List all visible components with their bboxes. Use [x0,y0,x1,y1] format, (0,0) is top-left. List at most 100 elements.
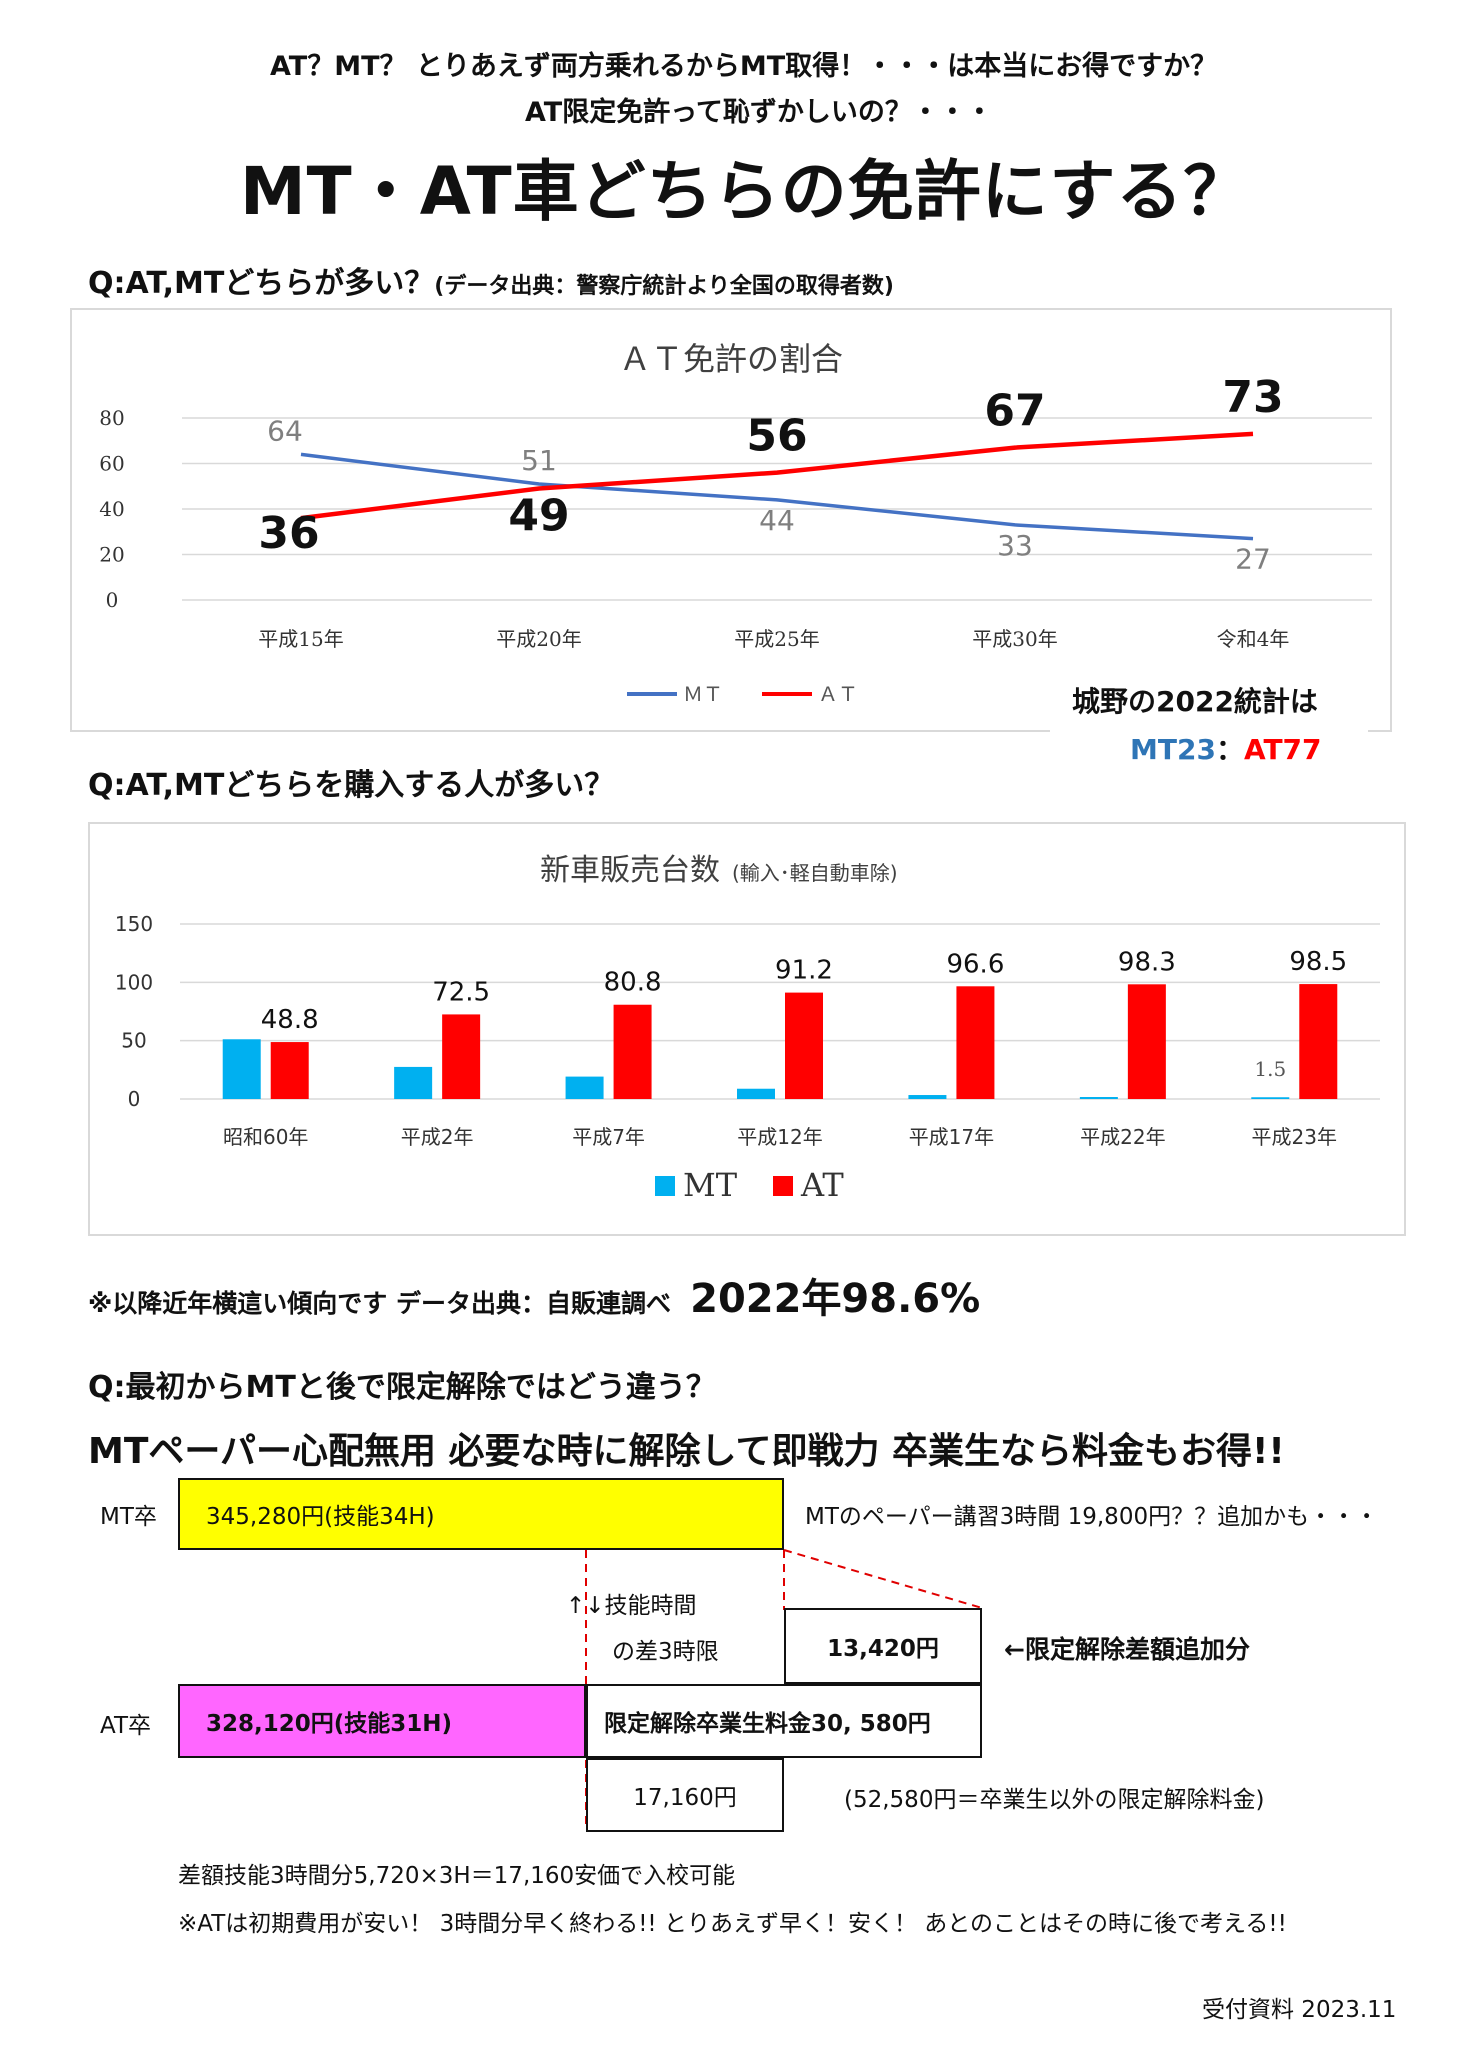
chart-1-at-data-label: 49 [508,491,569,542]
chart-2-x-tick: 平成17年 [909,1125,994,1149]
chart-2-bar-at [785,992,823,1099]
diff-amount-note: ←限定解除差額追加分 [1004,1635,1250,1664]
chart-2-bar-mt [1079,1097,1118,1099]
chart-2-x-tick: 平成22年 [1080,1125,1165,1149]
release-fee: 限定解除卒業生料金30, 580円 [604,1711,931,1737]
chart-2-legend-swatch [773,1176,793,1196]
chart-1-y-tick: 0 [106,588,119,612]
chart-2-x-tick: 平成12年 [737,1125,822,1149]
chart-2-at-data-label: 80.8 [604,968,662,998]
question-1-text: Q:AT,MTどちらが多い？ [88,266,435,301]
page-title: MT・AT車どちらの免許にする？ [240,153,1251,230]
chart-2-panel: 新車販売台数 (輸入･軽自動車除) 0 50 100 150 48.8 昭和60年 72.5 平成… [88,822,1406,1236]
q3-headline: MTペーパー心配無用 必要な時に解除して即戦力 卒業生なら料金もお得!! [88,1431,1285,1472]
chart-2-legend-swatch [655,1176,675,1196]
chart-1-y-tick: 60 [99,452,124,476]
joyo-stat-label: 城野の2022統計は [1072,685,1318,718]
chart-2-bar-mt [394,1066,433,1099]
question-3: Q:最初からMTと後で限定解除ではどう違う？ [88,1370,716,1405]
chart-2-at-data-label: 72.5 [432,977,490,1007]
diff-amount-box: 13,420円 [784,1608,982,1684]
at-graduate-label: AT卒 [100,1713,151,1739]
question-2: Q:AT,MTどちらを購入する人が多い？ [88,768,615,803]
at-price: 328,120円(技能31H) [206,1711,453,1737]
chart-1-at-data-label: 67 [984,386,1045,437]
chart-1-x-tick: 平成25年 [734,627,819,651]
release-fee-box: 限定解除卒業生料金30, 580円 [586,1684,982,1758]
chart-2-bar-at [1299,984,1338,1099]
chart-2-bar-mt [1251,1097,1290,1099]
header-line-2: AT限定免許って恥ずかしいの？・・・ [525,97,993,128]
chart-1-mt-data-label: 27 [1235,543,1271,576]
chart-2-at-data-label: 48.8 [261,1005,319,1035]
chart-2-title: 新車販売台数 [540,853,720,888]
chart-2-svg: 新車販売台数 (輸入･軽自動車除) 0 50 100 150 48.8 昭和60年 72.5 平成… [115,853,1380,1204]
mt-price-box: 345,280円(技能34H) [178,1478,784,1550]
chart-2-title-note: (輸入･軽自動車除) [732,861,898,885]
non-graduate-fee-note: (52,580円＝卒業生以外の限定解除料金) [844,1787,1265,1813]
chart-1-title: ＡＴ免許の割合 [619,340,843,378]
chart-2-mt-data-label: 1.5 [1254,1057,1286,1081]
chart-2-bar-at [613,1004,652,1099]
joyo-stat-mt: MT23 [1130,733,1216,766]
chart-1-y-tick: 80 [99,406,124,430]
saving-amount: 17,160円 [633,1785,737,1811]
diff-amount: 13,420円 [827,1636,939,1662]
chart-2-bar-mt [737,1088,775,1099]
chart-2-y-tick: 0 [128,1087,141,1111]
chart-1-at-data-label: 56 [746,411,807,462]
joyo-stat-at: AT77 [1243,733,1322,766]
chart-2-x-tick: 昭和60年 [223,1125,308,1149]
chart-1-legend-label: ＡＴ [818,682,858,706]
chart-1-at-data-label: 36 [258,508,319,559]
chart-2-at-data-label: 98.3 [1118,947,1176,977]
chart-2-legend-label: MT [683,1166,738,1204]
chart-2-bar-at [270,1042,309,1099]
mt-graduate-label: MT卒 [100,1504,157,1530]
chart-2-bar-mt [565,1076,604,1099]
chart-1-panel: ＡＴ免許の割合 0 20 40 60 80 平成15年 平成20年 平成25年 平成30年 令和4年… [70,308,1392,732]
chart-2-at-data-label: 98.5 [1289,947,1347,977]
chart-1-x-tick: 平成20年 [496,627,581,651]
chart-2-bar-at [956,986,995,1099]
joyo-stat-values: MT23：AT77 [1130,728,1322,768]
chart-1-y-tick: 20 [99,543,124,567]
chart-2-x-tick: 平成23年 [1252,1125,1337,1149]
chart-1-x-tick: 平成15年 [258,627,343,651]
chart-2-bar-at [442,1014,481,1099]
chart-2-bar-at [1127,984,1166,1099]
mt-price: 345,280円(技能34H) [206,1504,435,1530]
chart-2-y-tick: 50 [121,1029,146,1053]
chart-1-mt-data-label: 64 [267,414,303,447]
question-1-source: (データ出典：警察庁統計より全国の取得者数) [434,274,894,299]
chart-2-bar-mt [222,1039,261,1099]
chart-1-mt-data-label: 33 [997,529,1033,562]
chart-2-legend-label: AT [800,1166,844,1204]
chart-2-bar-mt [908,1095,947,1099]
skill-hour-arrow-text: ↑↓技能時間 [566,1593,697,1619]
trend-value: 2022年98.6% [690,1276,981,1322]
chart-2-at-data-label: 91.2 [775,956,833,986]
joyo-stat-separator: ： [1215,733,1244,766]
trend-row: ※以降近年横這い傾向です データ出典：自販連調べ 2022年98.6% [88,1266,980,1324]
skill-hour-diff-text: の差3時限 [612,1639,719,1665]
trend-note: ※以降近年横這い傾向です データ出典：自販連調べ [88,1289,672,1318]
chart-1-x-tick: 平成30年 [972,627,1057,651]
saving-box: 17,160円 [586,1758,784,1832]
question-1: Q:AT,MTどちらが多い？(データ出典：警察庁統計より全国の取得者数) [88,258,894,302]
dashed-line-diagonal [783,1549,983,1609]
footer-line-1: 差額技能3時間分5,720×3H＝17,160安価で入校可能 [178,1863,736,1889]
chart-1-mt-data-label: 44 [759,504,795,537]
joyo-stat-box: 城野の2022統計は MT23：AT77 [1050,680,1368,775]
chart-1-mt-data-label: 51 [521,444,557,477]
chart-2-x-tick: 平成7年 [572,1125,645,1149]
chart-1-legend-label: ＭＴ [683,682,723,706]
chart-2-at-data-label: 96.6 [946,949,1004,979]
chart-2-y-tick: 150 [115,912,153,936]
chart-1-y-tick: 40 [99,497,124,521]
chart-1-series-mt-line [300,452,1254,541]
chart-2-y-tick: 100 [115,970,153,994]
at-price-box: 328,120円(技能31H) [178,1684,586,1758]
footer-line-2: ※ATは初期費用が安い！ 3時間分早く終わる!! とりあえず早く！安く！ あとの… [178,1911,1287,1937]
chart-1-x-tick: 令和4年 [1217,627,1290,651]
